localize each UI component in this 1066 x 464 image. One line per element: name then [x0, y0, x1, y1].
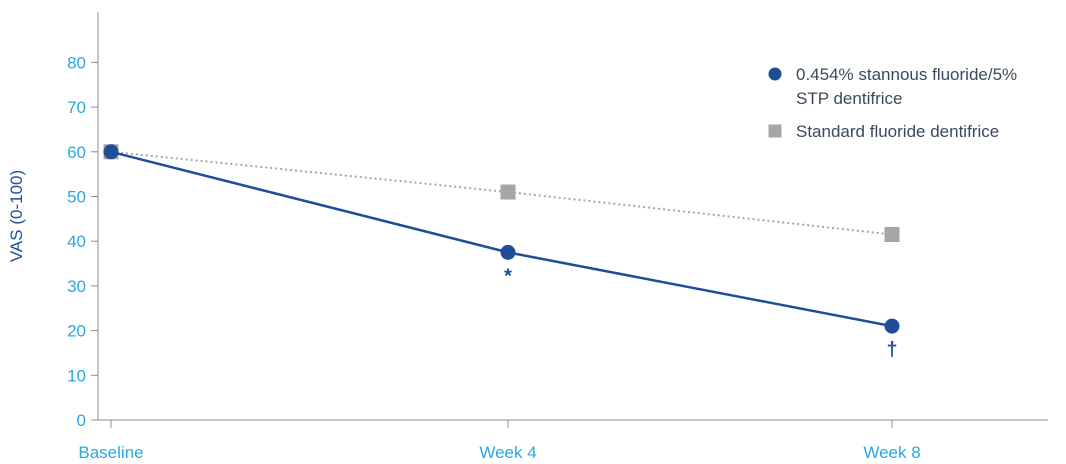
series-line-standard-fluoride [110, 150, 893, 236]
legend: 0.454% stannous fluoride/5% STP dentifric… [768, 65, 1017, 141]
axes [97, 12, 1048, 421]
x-tick-label: Week 4 [479, 443, 536, 462]
x-tick-label: Baseline [78, 443, 143, 462]
y-tick-label: 0 [77, 411, 86, 430]
y-tick-label: 70 [67, 98, 86, 117]
series-layer [103, 144, 900, 334]
y-ticks: 0 10 20 30 40 50 60 70 80 [67, 53, 98, 430]
y-tick-label: 30 [67, 277, 86, 296]
data-point [884, 226, 900, 242]
data-point [884, 318, 900, 334]
legend-label: STP dentifrice [796, 89, 902, 108]
legend-label: 0.454% stannous fluoride/5% [796, 65, 1017, 84]
annotation-mark: † [886, 339, 897, 361]
y-tick-label: 20 [67, 322, 86, 341]
y-tick-label: 50 [67, 188, 86, 207]
annotations: *† [504, 265, 897, 361]
y-tick-label: 80 [67, 53, 86, 72]
legend-marker [768, 124, 782, 138]
y-tick-label: 40 [67, 232, 86, 251]
legend-marker [768, 67, 782, 81]
x-tick-label: Week 8 [863, 443, 920, 462]
y-tick-label: 10 [67, 366, 86, 385]
x-ticks: Baseline Week 4 Week 8 [78, 420, 921, 462]
annotation-mark: * [504, 265, 512, 287]
data-point [103, 144, 119, 160]
data-point [500, 184, 516, 200]
data-point [500, 244, 516, 260]
legend-label: Standard fluoride dentifrice [796, 122, 999, 141]
y-tick-label: 60 [67, 143, 86, 162]
series-line-stannous-fluoride [110, 150, 893, 328]
y-axis-title: VAS (0-100) [7, 170, 26, 262]
